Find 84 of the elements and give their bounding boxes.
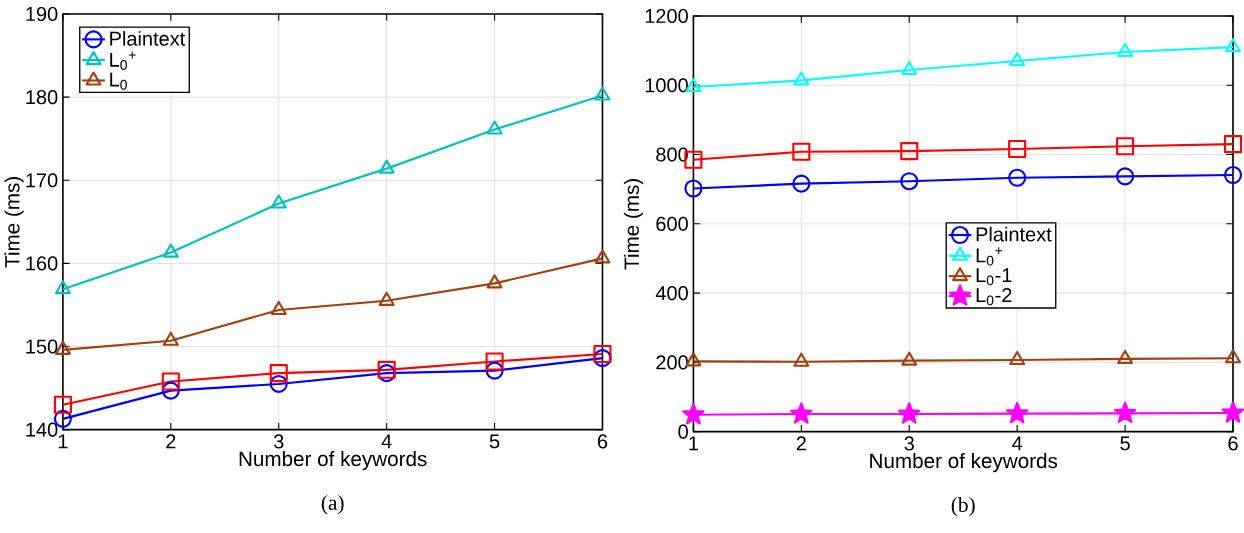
point xyxy=(269,375,288,394)
point xyxy=(1008,140,1027,159)
point xyxy=(161,381,180,400)
x-tick-label: 6 xyxy=(1228,436,1238,451)
point xyxy=(1008,168,1027,188)
point xyxy=(269,364,288,383)
point xyxy=(901,61,918,76)
legend-label: Plaintext xyxy=(110,31,186,46)
point xyxy=(1223,135,1243,154)
point xyxy=(1113,401,1137,424)
point xyxy=(1009,351,1026,366)
x-tick-label: 2 xyxy=(166,434,176,449)
point xyxy=(161,372,180,391)
y-tick-label: 1000 xyxy=(645,78,688,93)
point xyxy=(790,402,813,424)
point xyxy=(593,345,612,364)
y-tick-label: 140 xyxy=(26,422,58,437)
legend-label: L$_{0}$-1 xyxy=(976,268,1012,286)
y-tick-label: 0 xyxy=(678,424,688,439)
point xyxy=(1009,52,1026,67)
point xyxy=(901,351,918,366)
text: (a) xyxy=(321,495,344,515)
point xyxy=(594,86,611,101)
y-tick-label: 400 xyxy=(655,286,688,301)
y-tick-label: 600 xyxy=(656,216,688,232)
x-tick-label: 1 xyxy=(58,434,68,449)
point xyxy=(1117,43,1134,58)
point xyxy=(1223,166,1243,185)
point xyxy=(900,172,919,191)
point xyxy=(684,179,703,198)
legend-label: Plaintext xyxy=(976,226,1052,242)
x-tick-label: 6 xyxy=(597,434,608,449)
point xyxy=(792,142,811,162)
x-tick-label: 5 xyxy=(1120,436,1130,451)
point xyxy=(1225,38,1241,53)
point xyxy=(53,395,72,414)
point xyxy=(377,364,396,383)
point xyxy=(1116,137,1135,156)
point xyxy=(485,361,504,380)
x-axis-title: Number of keywords xyxy=(870,453,1058,473)
y-tick-label: 200 xyxy=(656,355,688,370)
x-tick-label: 4 xyxy=(381,434,392,449)
point xyxy=(1116,167,1135,186)
y-axis-title: Time (ms) xyxy=(623,179,644,270)
y-tick-label: 170 xyxy=(26,173,58,188)
point xyxy=(270,301,287,316)
y-tick-label: 190 xyxy=(26,7,58,22)
legend-label: L$_{0}$+ xyxy=(110,51,136,71)
point xyxy=(378,291,395,307)
point xyxy=(270,194,287,209)
point xyxy=(1117,350,1134,365)
point xyxy=(162,243,179,258)
x-tick-label: 3 xyxy=(273,434,284,449)
point xyxy=(793,71,810,86)
point xyxy=(378,159,395,174)
point xyxy=(793,352,810,367)
point xyxy=(792,174,811,193)
x-tick-label: 1 xyxy=(689,436,698,451)
legend-label: L$_{0}$+ xyxy=(976,247,1003,266)
x-tick-label: 4 xyxy=(1012,436,1023,451)
legend-label: L$_{0}$-2 xyxy=(976,288,1012,306)
point xyxy=(682,403,705,425)
point xyxy=(485,352,504,371)
point xyxy=(898,402,921,424)
x-tick-label: 2 xyxy=(796,436,806,451)
x-tick-label: 5 xyxy=(489,434,500,449)
y-tick-label: 1200 xyxy=(645,9,688,24)
legend-label: L$_{0}$ xyxy=(110,72,127,90)
point xyxy=(377,360,396,380)
point xyxy=(900,142,919,161)
text: (b) xyxy=(951,497,975,517)
y-tick-label: 150 xyxy=(26,339,58,354)
x-tick-label: 3 xyxy=(904,436,914,451)
y-axis-title: Time (ms) xyxy=(4,177,24,268)
y-tick-label: 180 xyxy=(26,90,58,105)
point xyxy=(162,331,179,346)
point xyxy=(594,249,611,264)
point xyxy=(486,120,503,135)
y-tick-label: 160 xyxy=(26,256,58,271)
point xyxy=(54,280,71,295)
point xyxy=(1225,349,1241,364)
point xyxy=(1005,402,1029,424)
point xyxy=(486,274,503,289)
x-axis-title: Number of keywords xyxy=(239,451,427,471)
